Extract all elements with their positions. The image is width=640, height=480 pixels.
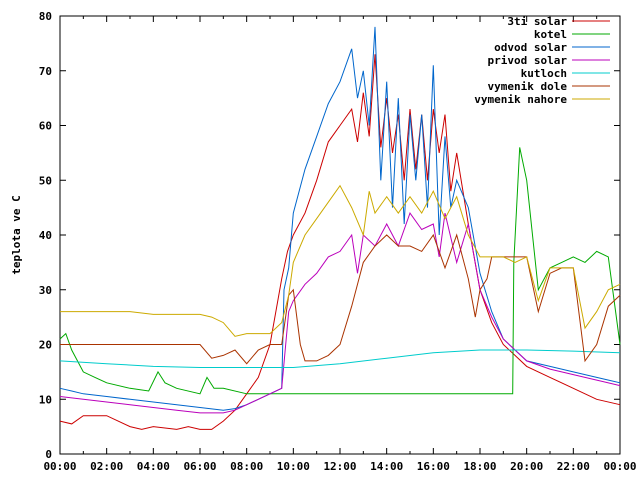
x-tick-label: 10:00 (277, 460, 310, 473)
x-axis: 00:00 02:00 04:00 06:00 08:00 10:00 12:00 14:00… (43, 16, 637, 473)
x-tick-label: 16:00 (417, 460, 450, 473)
x-tick-label: 14:00 (370, 460, 403, 473)
series-line-kotel (59, 147, 621, 395)
legend-label: odvod solar (494, 41, 567, 54)
series-line-vymenik-nahore (60, 184, 621, 337)
y-tick-label: 20 (39, 339, 52, 352)
x-tick-label: 00:00 (603, 460, 636, 473)
y-tick-label: 0 (45, 448, 52, 461)
x-tick-label: 20:00 (510, 460, 543, 473)
x-tick-label: 00:00 (43, 460, 76, 473)
x-tick-label: 06:00 (183, 460, 216, 473)
legend-label: vymenik dole (488, 80, 568, 93)
y-tick-label: 60 (39, 120, 52, 133)
y-tick-label: 70 (39, 65, 52, 78)
x-tick-label: 22:00 (557, 460, 590, 473)
legend-label: privod solar (488, 54, 568, 67)
y-tick-label: 10 (39, 393, 52, 406)
y-axis: 0 10 20 30 40 50 60 70 80 (39, 10, 620, 461)
y-tick-label: 40 (39, 229, 52, 242)
x-tick-label: 08:00 (230, 460, 263, 473)
series-line-kutloch (59, 349, 621, 368)
y-tick-label: 80 (39, 10, 52, 23)
x-tick-label: 18:00 (463, 460, 496, 473)
x-tick-label: 02:00 (90, 460, 123, 473)
series-line-privod-solar (59, 212, 621, 414)
series-line-3ti-solar (59, 54, 621, 430)
y-tick-label: 30 (39, 284, 52, 297)
series-line-odvod-solar (59, 26, 621, 411)
legend-label: vymenik nahore (474, 93, 567, 106)
y-axis-label: teplota ve C (10, 195, 23, 274)
y-tick-label: 50 (39, 174, 52, 187)
x-tick-label: 04:00 (137, 460, 170, 473)
x-tick-label: 12:00 (323, 460, 356, 473)
legend-label: 3ti solar (507, 15, 567, 28)
series-line-vymenik-dole (60, 233, 621, 365)
series-lines (59, 26, 621, 430)
legend-label: kotel (534, 28, 567, 41)
legend-label: kutloch (521, 67, 567, 80)
